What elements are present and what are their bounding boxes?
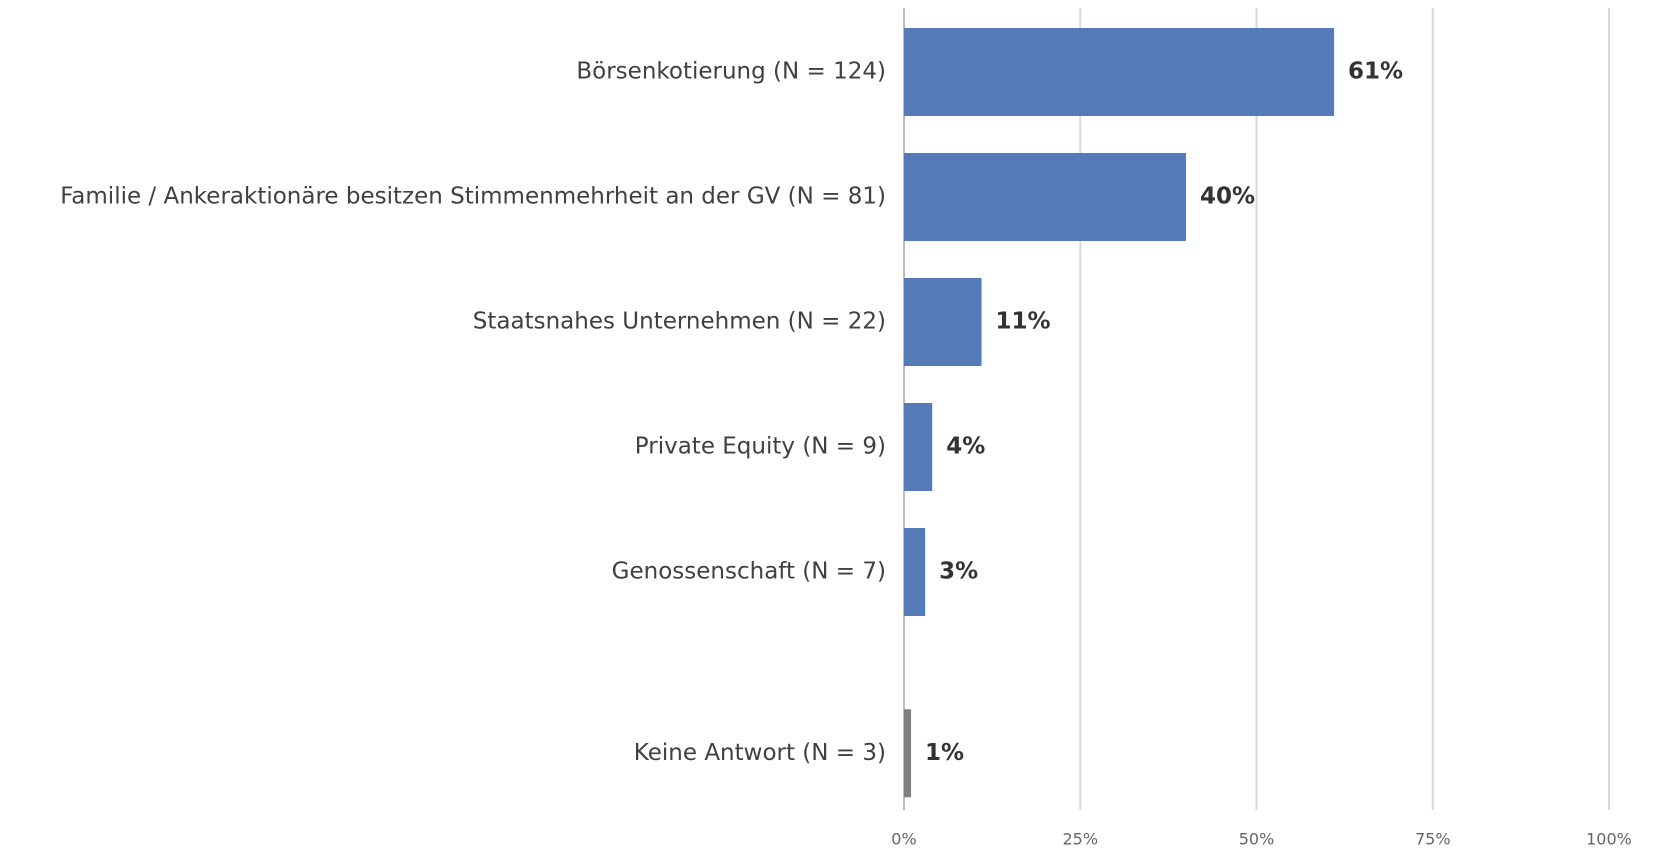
bar (904, 528, 926, 616)
x-tick-label: 75% (1415, 830, 1451, 849)
value-label: 61% (1348, 59, 1403, 85)
category-label: Genossenschaft (N = 7) (612, 559, 886, 585)
category-label: Staatsnahes Unternehmen (N = 22) (473, 309, 886, 335)
value-label: 1% (925, 740, 964, 766)
x-tick-label: 25% (1062, 830, 1098, 849)
category-label: Familie / Ankeraktionäre besitzen Stimme… (60, 184, 886, 210)
category-label: Private Equity (N = 9) (635, 434, 886, 460)
x-tick-label: 0% (891, 830, 916, 849)
category-label: Börsenkotierung (N = 124) (576, 59, 886, 85)
value-label: 40% (1200, 184, 1255, 210)
bar (904, 28, 1335, 116)
category-label: Keine Antwort (N = 3) (634, 740, 886, 766)
value-label: 11% (996, 309, 1051, 335)
bar (904, 153, 1186, 241)
x-tick-label: 50% (1239, 830, 1275, 849)
bar (904, 403, 933, 491)
x-tick-label: 100% (1586, 830, 1632, 849)
bar (904, 278, 982, 366)
bar (904, 709, 912, 798)
value-label: 4% (946, 434, 985, 460)
value-label: 3% (939, 559, 978, 585)
